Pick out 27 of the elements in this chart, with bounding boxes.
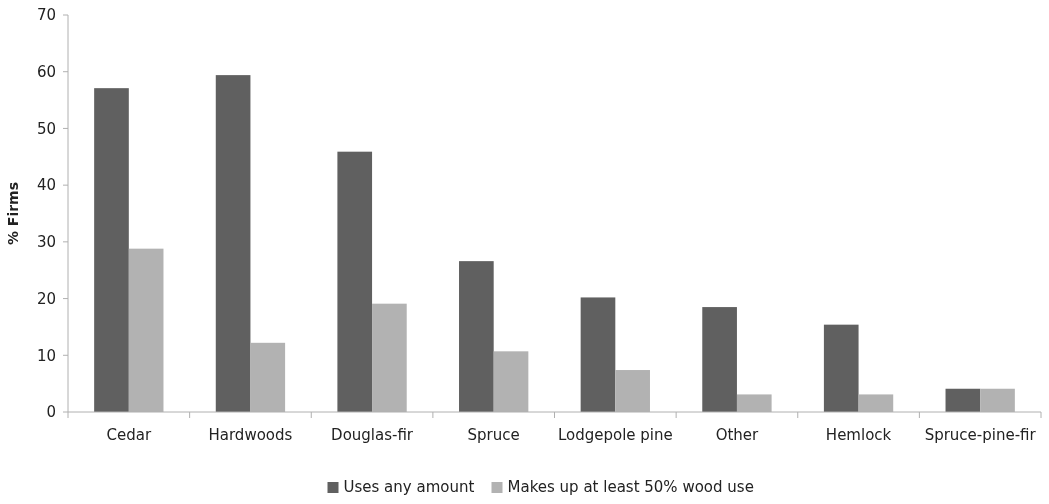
y-tick-label: 30 [36, 233, 56, 252]
x-tick-label: Douglas-fir [331, 426, 414, 444]
bar [823, 324, 859, 412]
x-tick-label: Hardwoods [208, 426, 293, 444]
bar [945, 388, 981, 412]
bar [459, 261, 494, 412]
y-axis-title: % Firms [5, 181, 21, 246]
y-tick-label: 50 [36, 119, 56, 138]
x-tick-label: Spruce [467, 426, 520, 444]
y-tick-label: 20 [36, 289, 56, 308]
y-tick-label: 10 [36, 346, 56, 365]
x-tick-label: Lodgepole pine [557, 426, 673, 444]
bar [215, 75, 251, 412]
x-tick-label: Hemlock [825, 426, 892, 444]
bar [337, 151, 373, 412]
legend-label: Makes up at least 50% wood use [507, 478, 754, 496]
y-tick-label: 70 [36, 6, 56, 25]
y-tick-label: 0 [46, 403, 56, 422]
y-tick-label: 60 [36, 62, 56, 81]
legend-label: Uses any amount [343, 478, 475, 496]
x-tick-label: Spruce-pine-fir [924, 426, 1037, 444]
bar [702, 307, 737, 412]
x-tick-label: Other [715, 426, 760, 444]
bar [580, 297, 616, 412]
bar [94, 88, 129, 412]
x-tick-label: Cedar [106, 426, 152, 444]
y-tick-label: 40 [36, 176, 56, 195]
